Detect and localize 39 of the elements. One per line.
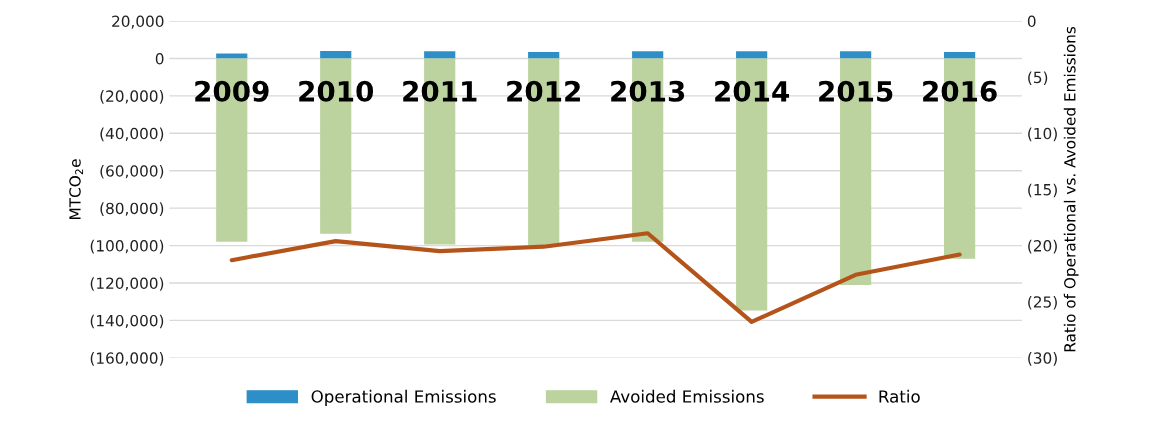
x-tick-label: 2009: [195, 80, 269, 102]
bar: [632, 51, 664, 59]
y-tick-label: (60,000): [100, 164, 164, 179]
y-tick-label: 0: [155, 52, 164, 65]
bar: [528, 52, 560, 59]
y2-tick-label: 0: [1027, 15, 1036, 28]
legend-label: Avoided Emissions: [610, 389, 764, 403]
y-tick-label: (140,000): [90, 314, 164, 329]
y-axis-title: MTCO$_{2}$e: [69, 159, 84, 219]
y2-axis-title: Ratio of Operational vs. Avoided Emissions: [1063, 26, 1079, 352]
x-tick-label: 2014: [715, 80, 790, 102]
y-tick-label: (100,000): [90, 239, 164, 254]
y2-tick-label: (20): [1028, 239, 1057, 254]
x-tick-label: 2013: [611, 80, 685, 102]
y-tick-label: (80,000): [100, 202, 164, 216]
bar: [424, 51, 456, 59]
y2-tick-label: (30): [1028, 352, 1057, 366]
y-tick-label: (160,000): [90, 352, 164, 366]
bar: [216, 53, 248, 59]
bar: [736, 51, 768, 59]
bar: [840, 51, 872, 59]
y2-tick-label: (25): [1028, 295, 1057, 310]
legend-label: Ratio: [879, 389, 920, 403]
x-tick-label: 2011: [403, 80, 477, 102]
x-tick-label: 2016: [923, 80, 997, 102]
y-tick-label: 20,000: [112, 15, 164, 29]
y-tick-label: (20,000): [100, 90, 164, 104]
legend-label: Operational Emissions: [311, 389, 496, 406]
bar: [320, 50, 352, 59]
x-tick-label: 2012: [507, 80, 580, 102]
y-tick-label: (40,000): [100, 127, 164, 142]
x-tick-label: 2010: [299, 80, 374, 102]
x-tick-label: 2015: [819, 80, 893, 102]
bar: [944, 52, 976, 59]
y-tick-label: (120,000): [90, 277, 164, 291]
line-series: [229, 231, 962, 325]
y2-tick-label: (15): [1028, 183, 1057, 198]
y2-tick-label: (10): [1028, 127, 1057, 142]
y2-tick-label: (5): [1028, 71, 1048, 85]
